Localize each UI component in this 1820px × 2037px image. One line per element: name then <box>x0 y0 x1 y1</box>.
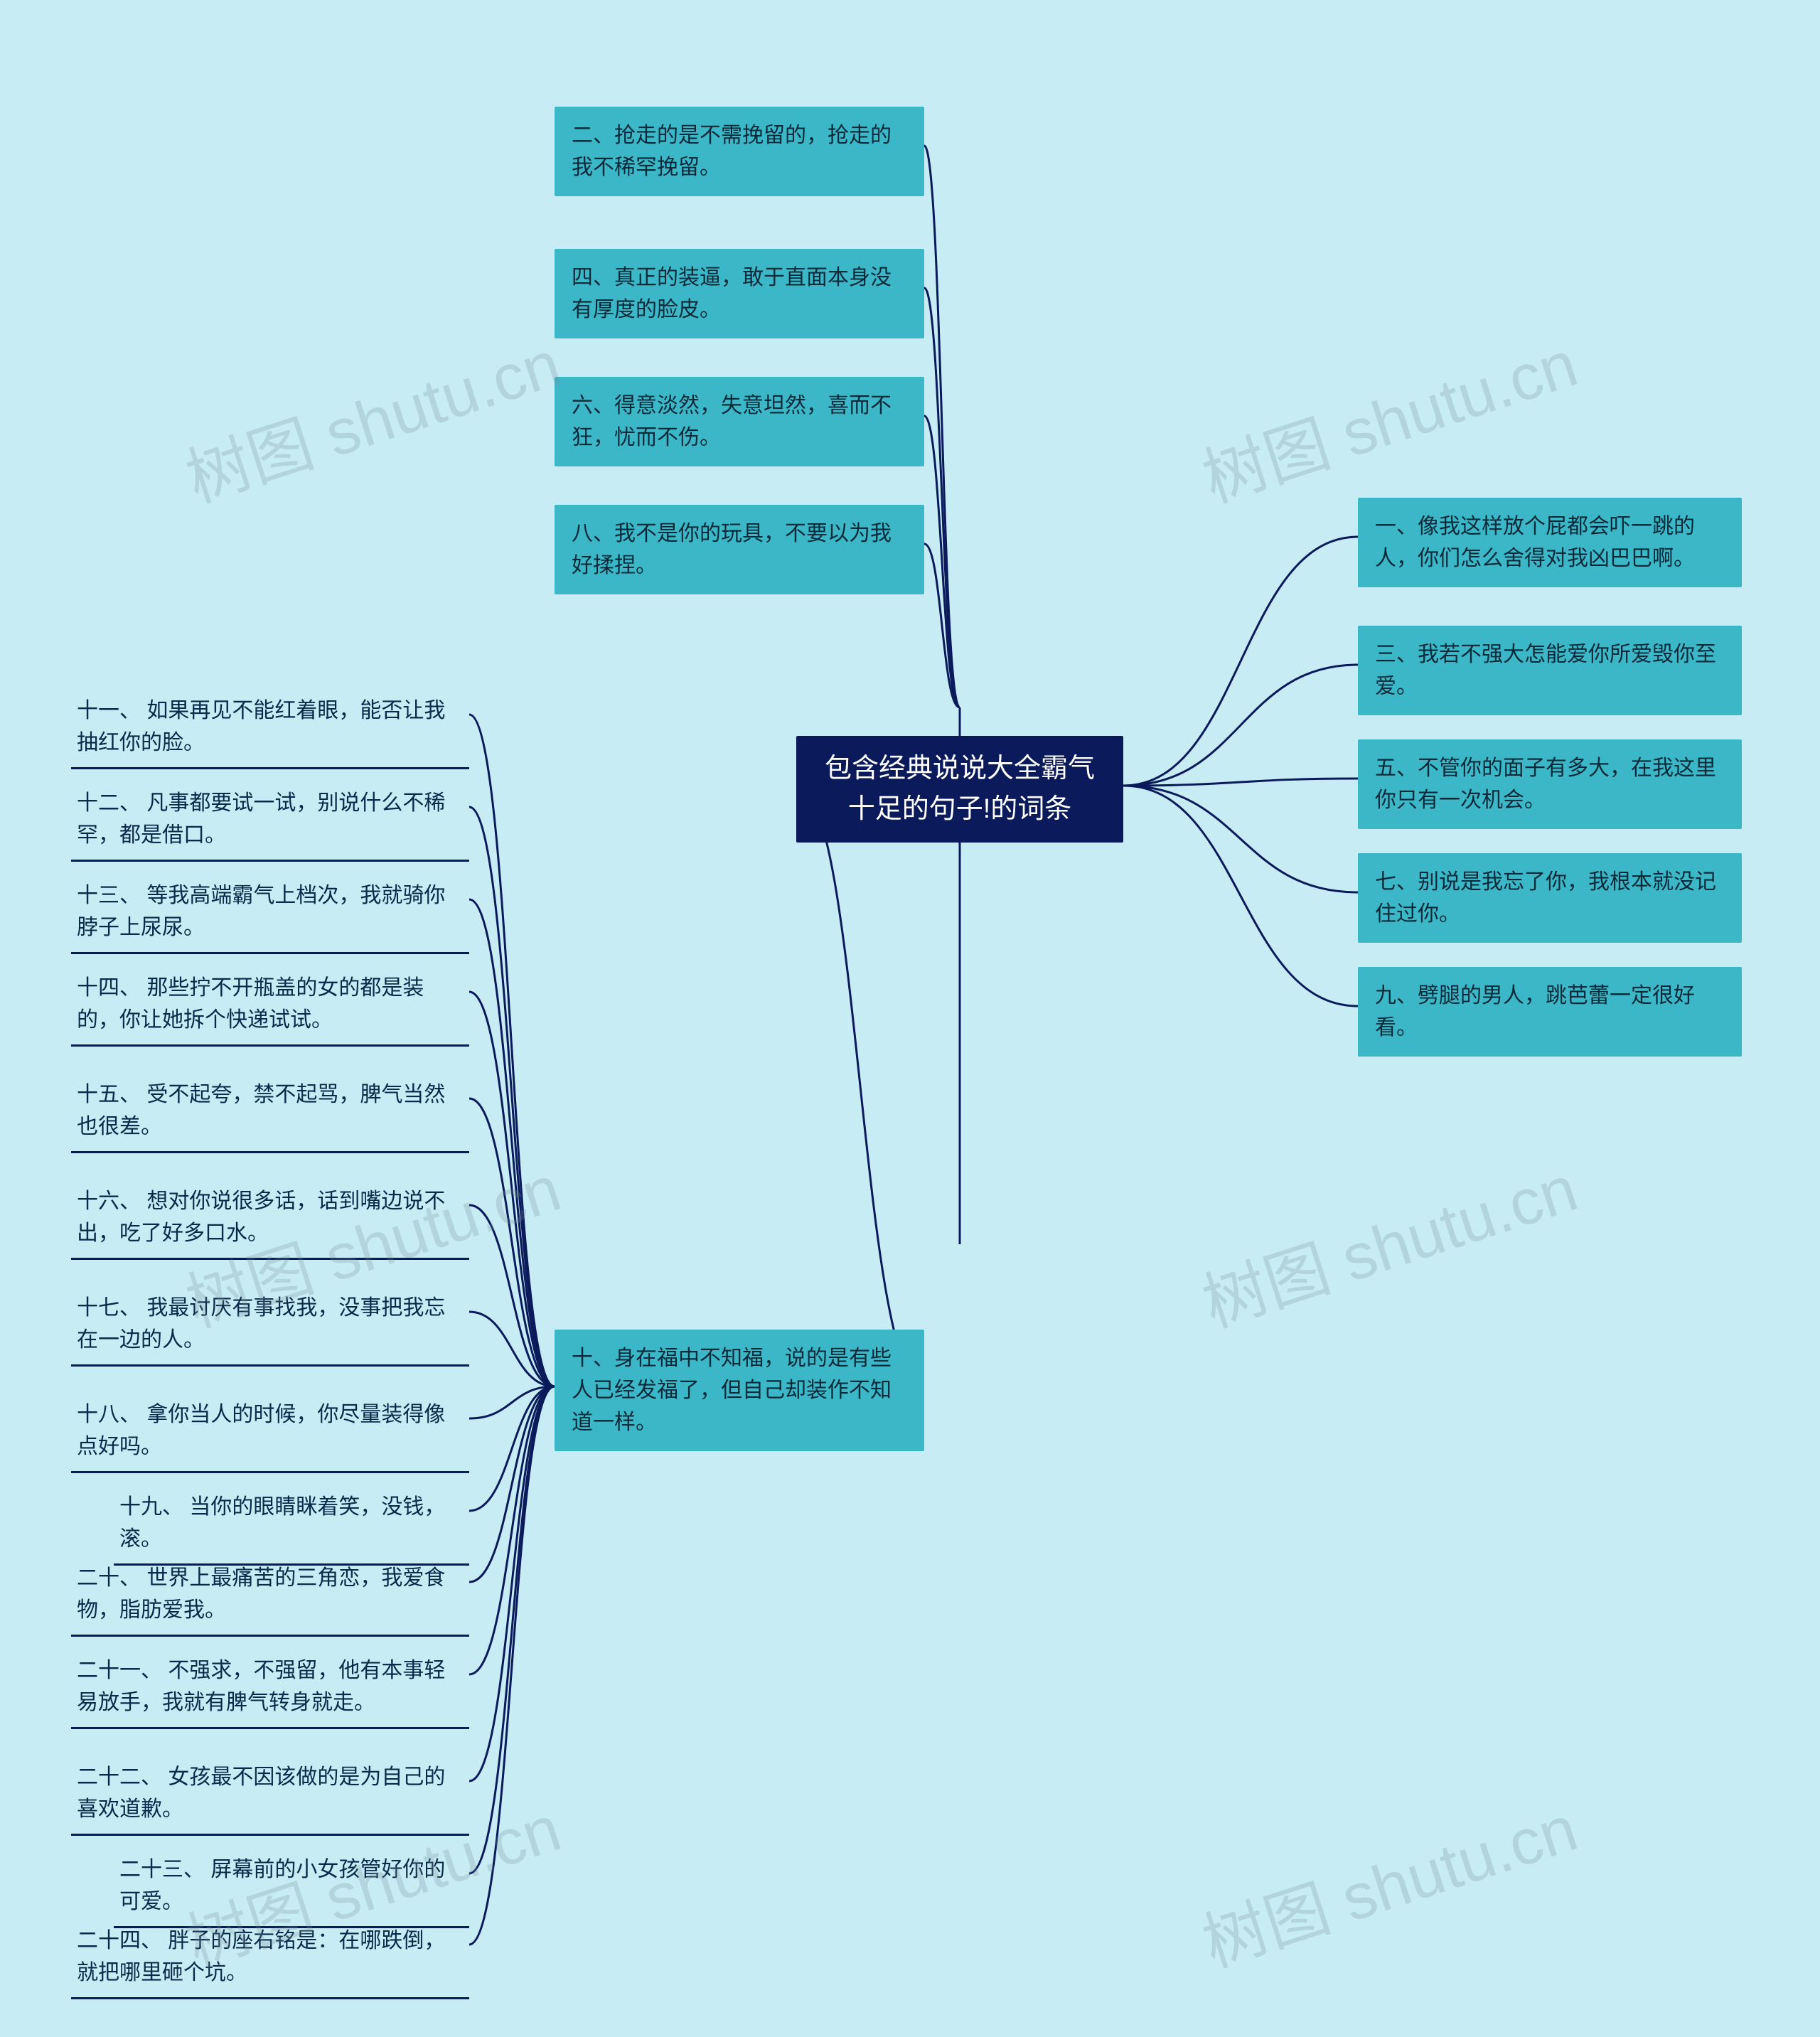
watermark: 树图 shutu.cn <box>173 312 570 520</box>
mindmap-canvas: 包含经典说说大全霸气十足的句子!的词条 二、抢走的是不需挽留的，抢走的我不稀罕挽… <box>0 0 1820 2037</box>
branch-label: 八、我不是你的玩具，不要以为我好揉捏。 <box>572 522 892 577</box>
leaf-label: 十二、 凡事都要试一试，别说什么不稀罕，都是借口。 <box>77 791 445 847</box>
branch-node-right-1: 三、我若不强大怎能爱你所爱毁你至爱。 <box>1358 626 1742 715</box>
watermark: 树图 shutu.cn <box>1189 1777 1587 1984</box>
leaf-node-13: 二十四、 胖子的座右铭是：在哪跌倒，就把哪里砸个坑。 <box>71 1916 469 1999</box>
branch-node-top-1: 四、真正的装逼，敢于直面本身没有厚度的脸皮。 <box>555 249 924 338</box>
leaf-node-2: 十三、 等我高端霸气上档次，我就骑你脖子上尿尿。 <box>71 871 469 954</box>
branch-ten-label: 十、身在福中不知福，说的是有些人已经发福了，但自己却装作不知道一样。 <box>572 1347 892 1434</box>
branch-label: 七、别说是我忘了你，我根本就没记住过你。 <box>1375 870 1716 926</box>
leaf-label: 十八、 拿你当人的时候，你尽量装得像点好吗。 <box>77 1403 445 1458</box>
branch-label: 三、我若不强大怎能爱你所爱毁你至爱。 <box>1375 643 1716 698</box>
root-label: 包含经典说说大全霸气十足的句子!的词条 <box>813 749 1106 830</box>
leaf-label: 十一、 如果再见不能红着眼，能否让我抽红你的脸。 <box>77 699 445 754</box>
leaf-node-11: 二十二、 女孩最不因该做的是为自己的喜欢道歉。 <box>71 1753 469 1836</box>
leaf-node-9: 二十、 世界上最痛苦的三角恋，我爱食物，脂肪爱我。 <box>71 1554 469 1637</box>
watermark: 树图 shutu.cn <box>1189 312 1587 520</box>
branch-node-right-3: 七、别说是我忘了你，我根本就没记住过你。 <box>1358 853 1742 943</box>
leaf-label: 十六、 想对你说很多话，话到嘴边说不出，吃了好多口水。 <box>77 1189 445 1245</box>
leaf-node-6: 十七、 我最讨厌有事找我，没事把我忘在一边的人。 <box>71 1283 469 1367</box>
root-node: 包含经典说说大全霸气十足的句子!的词条 <box>796 736 1123 843</box>
leaf-node-0: 十一、 如果再见不能红着眼，能否让我抽红你的脸。 <box>71 686 469 769</box>
leaf-label: 十七、 我最讨厌有事找我，没事把我忘在一边的人。 <box>77 1296 445 1352</box>
leaf-label: 二十、 世界上最痛苦的三角恋，我爱食物，脂肪爱我。 <box>77 1566 445 1622</box>
branch-label: 六、得意淡然，失意坦然，喜而不狂，忧而不伤。 <box>572 394 892 449</box>
branch-label: 九、劈腿的男人，跳芭蕾一定很好看。 <box>1375 984 1695 1039</box>
leaf-node-10: 二十一、 不强求，不强留，他有本事轻易放手，我就有脾气转身就走。 <box>71 1646 469 1729</box>
leaf-node-4: 十五、 受不起夸，禁不起骂，脾气当然也很差。 <box>71 1070 469 1153</box>
leaf-node-1: 十二、 凡事都要试一试，别说什么不稀罕，都是借口。 <box>71 779 469 862</box>
leaf-node-7: 十八、 拿你当人的时候，你尽量装得像点好吗。 <box>71 1390 469 1473</box>
leaf-label: 十四、 那些拧不开瓶盖的女的都是装的，你让她拆个快递试试。 <box>77 976 424 1032</box>
leaf-node-3: 十四、 那些拧不开瓶盖的女的都是装的，你让她拆个快递试试。 <box>71 963 469 1047</box>
branch-label: 四、真正的装逼，敢于直面本身没有厚度的脸皮。 <box>572 266 892 321</box>
leaf-label: 十五、 受不起夸，禁不起骂，脾气当然也很差。 <box>77 1083 445 1138</box>
branch-label: 五、不管你的面子有多大，在我这里你只有一次机会。 <box>1375 756 1716 812</box>
leaf-label: 二十一、 不强求，不强留，他有本事轻易放手，我就有脾气转身就走。 <box>77 1659 445 1714</box>
branch-node-right-0: 一、像我这样放个屁都会吓一跳的人，你们怎么舍得对我凶巴巴啊。 <box>1358 498 1742 587</box>
branch-label: 一、像我这样放个屁都会吓一跳的人，你们怎么舍得对我凶巴巴啊。 <box>1375 515 1695 570</box>
leaf-node-5: 十六、 想对你说很多话，话到嘴边说不出，吃了好多口水。 <box>71 1177 469 1260</box>
watermark: 树图 shutu.cn <box>1189 1137 1587 1344</box>
leaf-label: 二十四、 胖子的座右铭是：在哪跌倒，就把哪里砸个坑。 <box>77 1929 445 1984</box>
branch-node-ten: 十、身在福中不知福，说的是有些人已经发福了，但自己却装作不知道一样。 <box>555 1330 924 1451</box>
branch-node-right-2: 五、不管你的面子有多大，在我这里你只有一次机会。 <box>1358 739 1742 829</box>
branch-node-right-4: 九、劈腿的男人，跳芭蕾一定很好看。 <box>1358 967 1742 1057</box>
branch-node-top-0: 二、抢走的是不需挽留的，抢走的我不稀罕挽留。 <box>555 107 924 196</box>
leaf-label: 二十二、 女孩最不因该做的是为自己的喜欢道歉。 <box>77 1765 445 1821</box>
leaf-label: 二十三、 屏幕前的小女孩管好你的可爱。 <box>119 1858 445 1913</box>
branch-node-top-3: 八、我不是你的玩具，不要以为我好揉捏。 <box>555 505 924 594</box>
leaf-label: 十九、 当你的眼睛眯着笑，没钱，滚。 <box>119 1495 445 1551</box>
branch-label: 二、抢走的是不需挽留的，抢走的我不稀罕挽留。 <box>572 124 892 179</box>
leaf-label: 十三、 等我高端霸气上档次，我就骑你脖子上尿尿。 <box>77 884 445 939</box>
branch-node-top-2: 六、得意淡然，失意坦然，喜而不狂，忧而不伤。 <box>555 377 924 466</box>
